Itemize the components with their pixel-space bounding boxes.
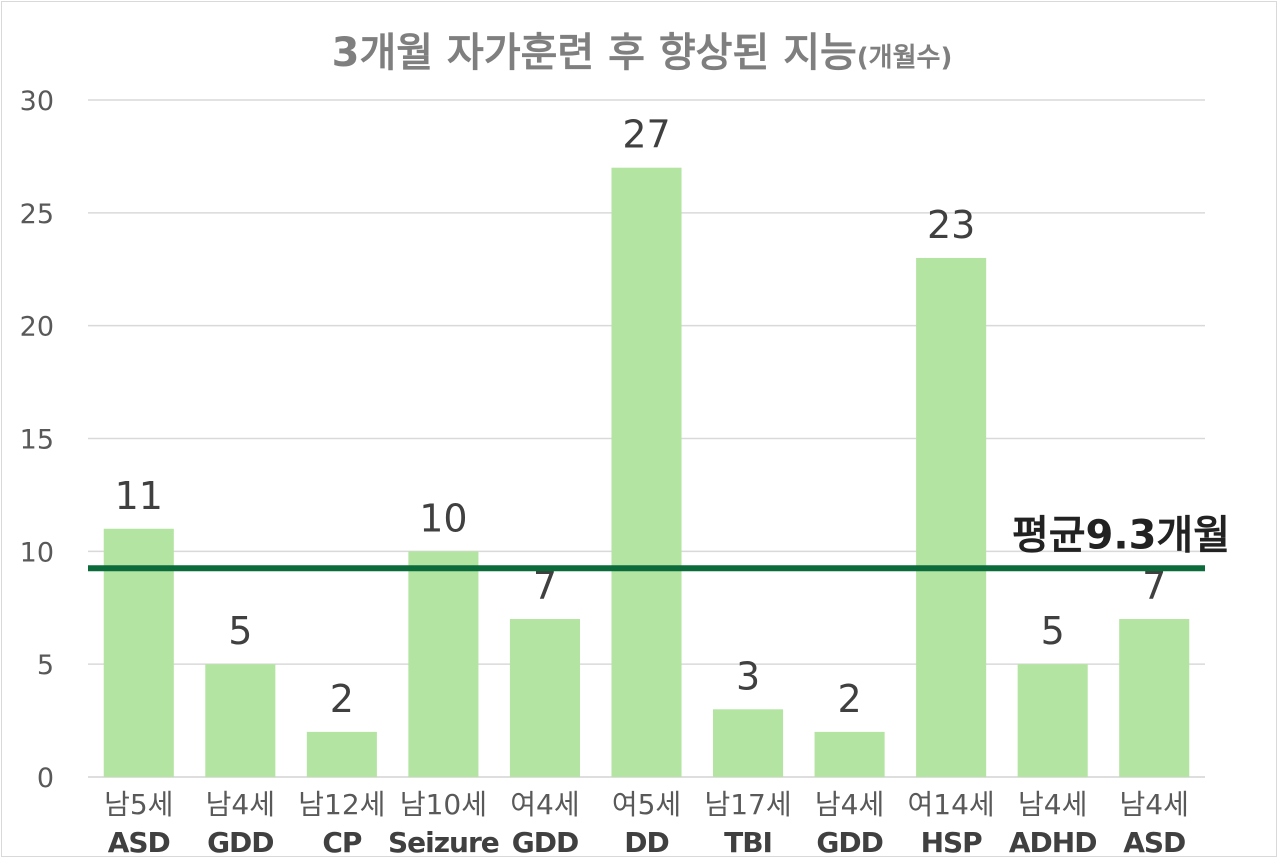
category-label-line2: ASD [1123,826,1185,858]
category-label-line2: GDD [816,826,882,858]
data-label: 5 [1041,609,1065,653]
chart-title-suffix: (개월수) [857,43,953,73]
category-label-line2: GDD [207,826,273,858]
bar [1119,619,1190,777]
bar [1017,664,1088,777]
y-tick-label: 10 [20,537,54,568]
category-label-line1: 남4세 [1018,788,1087,821]
category-label-line1: 남4세 [206,788,275,821]
data-label: 7 [1142,564,1166,608]
average-line-group: 평균9.3개월 [88,512,1230,572]
category-label-line1: 여5세 [612,788,681,821]
data-labels: 11 5 2 10 7 27 3 2 23 5 7 [115,113,1167,721]
data-label: 2 [837,677,861,721]
category-label-line1: 여14세 [908,788,995,821]
y-tick-label: 15 [20,425,54,456]
category-label-line1: 남4세 [1120,788,1189,821]
category-label-line1: 남17세 [704,788,791,821]
data-label: 3 [736,654,760,698]
category-label-line2: Seizure [388,826,499,858]
category-label-line1: 남5세 [104,788,173,821]
y-tick-label: 0 [37,763,54,794]
bar [509,619,580,777]
data-label: 2 [330,677,354,721]
category-label-line2: TBI [724,826,772,858]
y-tick-label: 5 [37,650,54,681]
y-tick-label: 25 [20,199,54,230]
bar [408,551,479,777]
category-label-line2: GDD [512,826,578,858]
bar [611,167,682,777]
bars [103,167,1190,777]
bar [205,664,276,777]
y-tick-label: 30 [20,86,54,117]
data-label: 5 [228,609,252,653]
category-label-line1: 남4세 [815,788,884,821]
chart-title-main: 3개월 자가훈련 후 향상된 지능 [332,30,857,76]
data-label: 10 [419,496,467,540]
category-label-line1: 남10세 [400,788,487,821]
category-label-line2: ASD [108,826,170,858]
data-label: 11 [115,474,163,518]
data-label: 27 [622,113,670,157]
data-label: 7 [533,564,557,608]
data-label: 23 [927,203,975,247]
y-axis-ticks: 0 5 10 15 20 25 30 [20,86,54,794]
y-tick-label: 20 [20,312,54,343]
x-axis-categories: 남5세 ASD 남4세 GDD 남12세 CP 남10세 Seizure 여4세 GDD 여5세 DD… [104,788,1189,858]
bar [916,257,987,777]
category-label-line2: CP [322,826,362,858]
category-label-line2: ADHD [1009,826,1097,858]
chart-title: 3개월 자가훈련 후 향상된 지능(개월수) [332,30,953,76]
bar [306,731,377,777]
average-label: 평균9.3개월 [1012,512,1230,558]
category-label-line2: DD [624,826,668,858]
category-label-line1: 여4세 [510,788,579,821]
bar [713,709,784,777]
category-label-line1: 남12세 [298,788,385,821]
category-label-line2: HSP [921,826,983,858]
bar [814,731,885,777]
